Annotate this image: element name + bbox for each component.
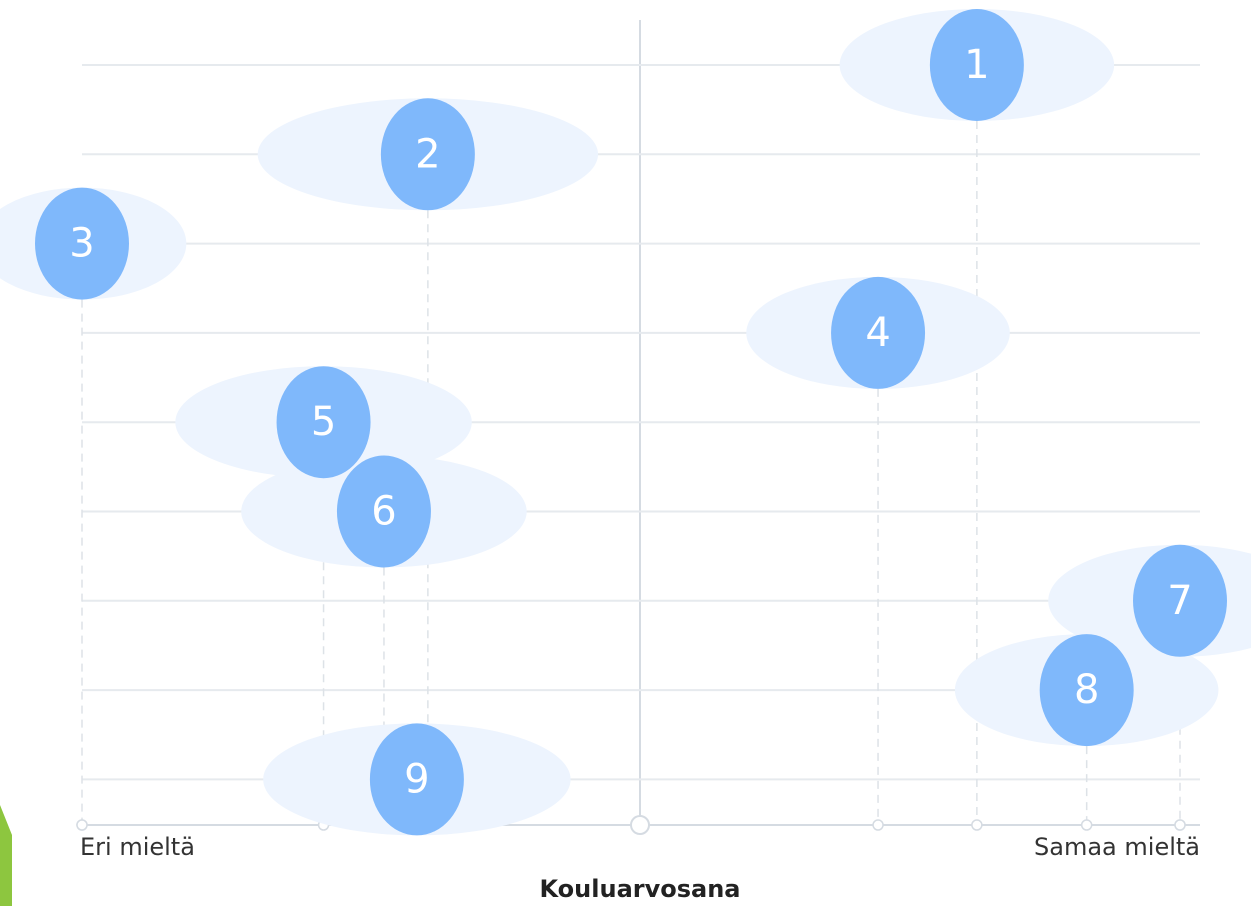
axis-marker	[971, 819, 983, 831]
dot-label: 6	[371, 489, 396, 535]
dot	[831, 276, 926, 389]
x-tick	[1174, 819, 1186, 831]
dot	[35, 187, 129, 300]
dot	[336, 455, 431, 568]
dot-label: 8	[1074, 667, 1099, 713]
dot	[929, 9, 1024, 121]
dot	[1133, 544, 1227, 657]
center-marker	[630, 815, 650, 835]
x-tick-label: Eri mieltä	[80, 833, 195, 861]
dot-label: 9	[404, 756, 429, 802]
dot-label: 7	[1167, 578, 1192, 624]
axis-marker	[872, 819, 884, 831]
dot-label: 4	[865, 310, 890, 356]
dot	[369, 723, 464, 836]
decoration	[0, 805, 12, 906]
dot	[380, 98, 475, 211]
dot-label: 3	[69, 221, 94, 267]
dot-label: 5	[311, 399, 336, 445]
dots: 1 2 3 4 56 7 8 9	[35, 9, 1227, 836]
dot-label: 2	[415, 131, 440, 177]
x-tick	[76, 819, 88, 831]
x-tick-label: Samaa mieltä	[1034, 833, 1200, 861]
x-axis-label: Kouluarvosana	[540, 875, 741, 903]
dot	[276, 366, 371, 479]
axis-marker	[1080, 819, 1093, 831]
dot-label: 1	[964, 42, 989, 88]
dot	[1039, 634, 1134, 747]
